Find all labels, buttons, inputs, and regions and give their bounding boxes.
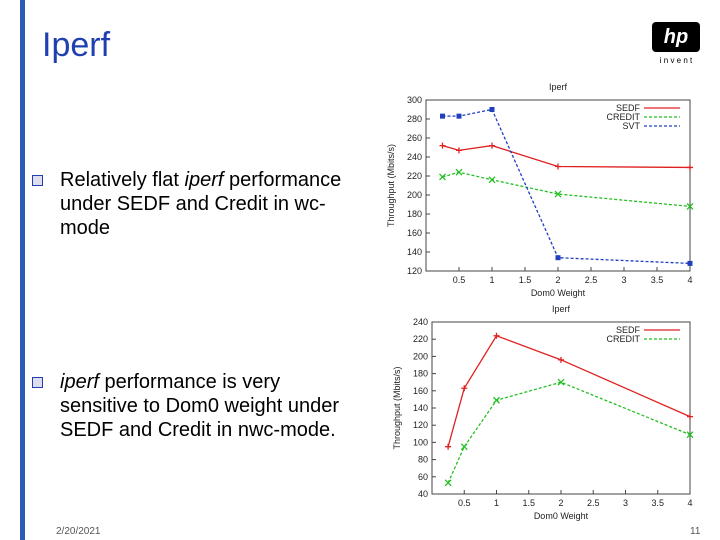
- x-tick-label: 3.5: [651, 498, 664, 508]
- x-tick-label: 3.5: [651, 275, 664, 285]
- page-number: 11: [690, 526, 701, 537]
- marker: [444, 479, 452, 487]
- x-tick-label: 1.5: [519, 275, 532, 285]
- marker: [489, 107, 495, 112]
- chart-title: Iperf: [552, 304, 571, 314]
- series-line: [447, 334, 691, 447]
- marker: [455, 168, 463, 176]
- marker: [489, 142, 495, 149]
- marker: [686, 431, 694, 439]
- text: performance under SEDF and Credit in wc-…: [60, 169, 342, 239]
- y-tick-label: 200: [413, 351, 428, 361]
- y-tick-label: 120: [407, 266, 422, 276]
- x-axis-label: Dom0 Weight: [531, 288, 586, 298]
- plot-frame: [431, 321, 691, 495]
- y-tick-label: 260: [407, 133, 422, 143]
- marker: [440, 113, 445, 119]
- marker: [439, 142, 446, 149]
- logo: hp: [652, 22, 700, 52]
- x-axis-label: Dom0 Weight: [534, 511, 589, 521]
- bullet-marker: [32, 377, 43, 388]
- y-tick-label: 160: [413, 386, 428, 396]
- x-tick-label: 1: [489, 275, 494, 285]
- x-tick-label: 0.5: [453, 275, 466, 285]
- text: iperf: [60, 371, 99, 393]
- bullet-marker: [32, 175, 43, 186]
- accent-bar: [20, 0, 25, 540]
- marker: [687, 413, 693, 420]
- marker: [555, 163, 561, 170]
- x-tick-label: 4: [687, 275, 692, 285]
- y-tick-label: 180: [413, 369, 428, 379]
- y-tick-label: 300: [407, 95, 422, 105]
- y-tick-label: 180: [407, 209, 422, 219]
- marker: [558, 356, 564, 363]
- bullet: Relatively flat iperf performance under …: [30, 168, 360, 240]
- marker: [687, 260, 693, 266]
- x-tick-label: 3: [621, 275, 626, 285]
- text: performance is very sensitive to Dom0 we…: [60, 371, 340, 441]
- series-line: [447, 381, 691, 484]
- y-tick-label: 160: [407, 228, 422, 238]
- y-tick-label: 140: [407, 247, 422, 257]
- series-line: [442, 144, 691, 169]
- logo-tagline: i n v e n t: [659, 56, 693, 65]
- x-tick-label: 1: [494, 498, 499, 508]
- legend-label: CREDIT: [607, 334, 641, 344]
- slide-title: Iperf: [42, 26, 111, 64]
- legend-label: SEDF: [616, 103, 641, 113]
- date: 2/20/2021: [56, 526, 101, 537]
- series-line: [442, 108, 691, 265]
- legend-label: CREDIT: [607, 112, 641, 122]
- x-tick-label: 2.5: [585, 275, 598, 285]
- y-tick-label: 200: [407, 190, 422, 200]
- legend-label: SVT: [622, 121, 640, 131]
- x-tick-label: 2: [555, 275, 560, 285]
- y-tick-label: 80: [418, 455, 428, 465]
- y-tick-label: 220: [407, 171, 422, 181]
- y-tick-label: 240: [407, 152, 422, 162]
- marker: [456, 147, 462, 154]
- marker: [488, 176, 496, 184]
- x-tick-label: 2: [558, 498, 563, 508]
- y-tick-label: 220: [413, 334, 428, 344]
- marker: [439, 173, 446, 181]
- y-tick-label: 240: [413, 317, 428, 327]
- y-tick-label: 60: [418, 472, 428, 482]
- text: iperf: [184, 169, 224, 191]
- x-tick-label: 2.5: [587, 498, 600, 508]
- marker: [493, 332, 500, 339]
- marker: [555, 255, 561, 261]
- marker: [686, 202, 694, 210]
- x-tick-label: 3: [623, 498, 628, 508]
- marker: [456, 113, 462, 119]
- legend-label: SEDF: [616, 325, 641, 335]
- marker: [460, 443, 468, 451]
- y-tick-label: 120: [413, 420, 428, 430]
- text: Relatively flat: [60, 169, 185, 191]
- marker: [557, 378, 565, 386]
- y-axis-label: Throughput (Mbits/s): [392, 366, 402, 449]
- marker: [445, 443, 452, 450]
- y-axis-label: Throughput (Mbits/s): [386, 144, 396, 227]
- y-tick-label: 40: [418, 489, 428, 499]
- series-line: [442, 171, 691, 208]
- y-tick-label: 140: [413, 403, 428, 413]
- chart-title: Iperf: [549, 82, 568, 92]
- bullet: iperf performance is very sensitive to D…: [30, 370, 360, 442]
- x-tick-label: 4: [687, 498, 692, 508]
- x-tick-label: 1.5: [522, 498, 535, 508]
- x-tick-label: 0.5: [458, 498, 471, 508]
- marker: [554, 190, 562, 198]
- marker: [461, 385, 468, 392]
- marker: [687, 164, 693, 171]
- y-tick-label: 280: [407, 114, 422, 124]
- y-tick-label: 100: [413, 437, 428, 447]
- marker: [493, 396, 500, 404]
